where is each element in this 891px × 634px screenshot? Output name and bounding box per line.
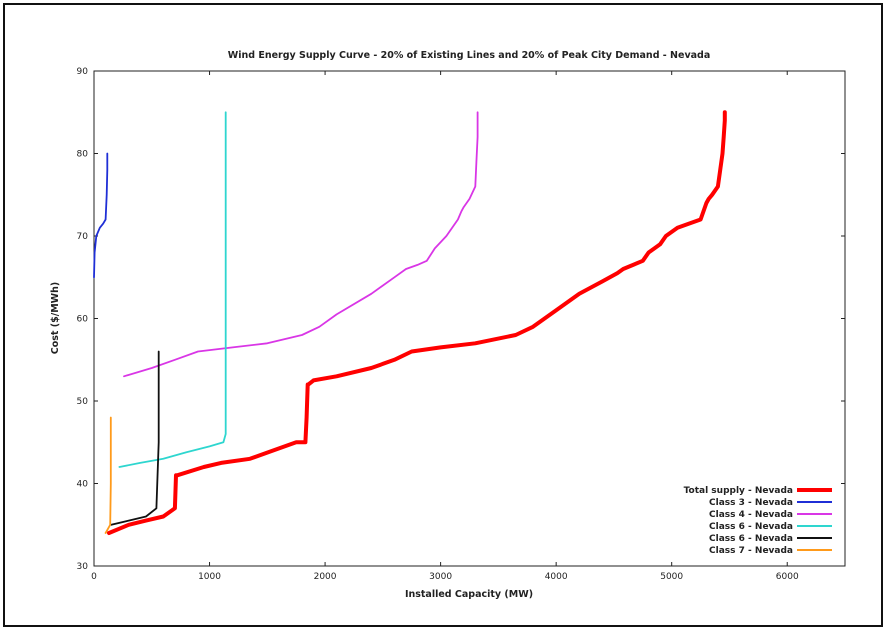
y-axis-label: Cost ($/MWh) (50, 282, 61, 354)
legend-label: Total supply - Nevada (684, 486, 793, 496)
y-tick-label: 50 (77, 397, 89, 407)
x-tick-label: 4000 (545, 572, 568, 582)
chart-frame (3, 3, 883, 627)
legend-label: Class 4 - Nevada (709, 510, 793, 520)
x-tick-label: 0 (91, 572, 97, 582)
y-tick-label: 40 (77, 480, 89, 490)
y-tick-label: 80 (77, 150, 89, 160)
series-line-class-7-nevada-5 (104, 416, 112, 534)
series-line-class-3-nevada-1 (93, 152, 109, 279)
chart-title: Wind Energy Supply Curve - 20% of Existi… (228, 50, 711, 61)
legend-label: Class 7 - Nevada (709, 546, 793, 556)
legend-label: Class 3 - Nevada (709, 498, 793, 508)
plot-area: 0 1000 2000 3000 4000 5000 6000 30 40 50 60 70 80 90 (77, 67, 846, 582)
x-tick-label: 6000 (776, 572, 799, 582)
series-line-class-6-nevada-4 (110, 350, 160, 526)
y-tick-label: 90 (77, 67, 89, 77)
x-axis-label: Installed Capacity (MW) (405, 589, 533, 600)
y-tick-label: 30 (77, 562, 89, 572)
series-line-total-supply-nevada-0 (107, 110, 727, 535)
series-line-class-6-nevada-3 (118, 111, 227, 468)
x-tick-label: 2000 (314, 572, 337, 582)
y-tick-label: 60 (77, 315, 89, 325)
legend: Total supply - Nevada Class 3 - Nevada Cla… (684, 486, 832, 556)
y-tick-label: 70 (77, 232, 89, 242)
x-tick-label: 1000 (198, 572, 221, 582)
x-tick-label: 5000 (660, 572, 683, 582)
series-line-class-4-nevada-2 (123, 111, 479, 378)
legend-label: Class 6 - Nevada (709, 534, 793, 544)
legend-label: Class 6 - Nevada (709, 522, 793, 532)
x-tick-label: 3000 (429, 572, 452, 582)
